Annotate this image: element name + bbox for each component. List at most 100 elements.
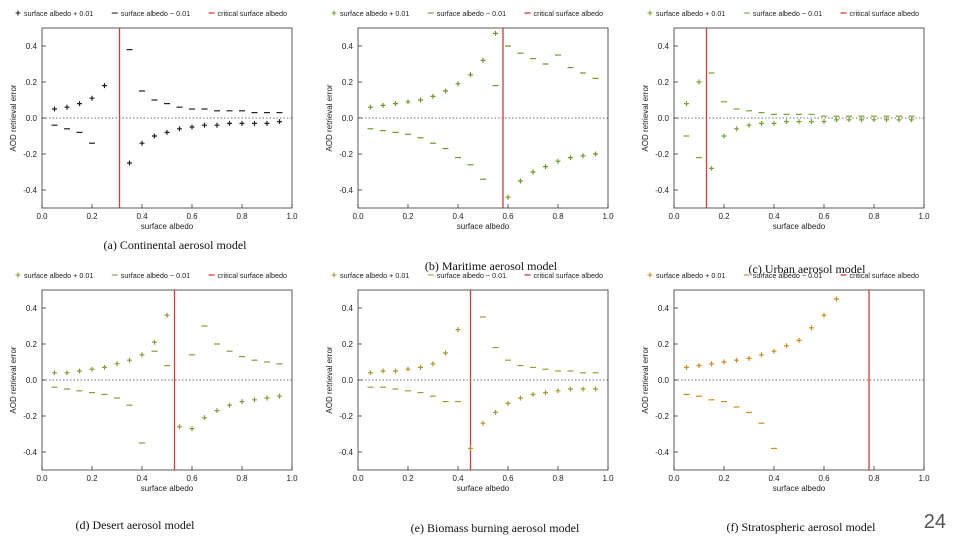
legend-label: critical surface albedo xyxy=(534,271,604,280)
x-axis-label: surface albedo xyxy=(773,484,826,493)
data-point-plus xyxy=(684,101,689,107)
y-tick-label: -0.2 xyxy=(23,412,37,421)
y-tick-label: 0.4 xyxy=(658,304,670,313)
data-point-plus xyxy=(252,397,257,403)
data-point-plus xyxy=(796,119,802,125)
y-axis-label: AOD retrieval error xyxy=(641,346,650,413)
data-point-plus xyxy=(784,119,789,125)
data-point-plus xyxy=(568,386,573,392)
y-tick-label: 0.0 xyxy=(342,114,354,123)
x-axis-label: surface albedo xyxy=(141,484,194,493)
data-point-plus xyxy=(809,325,814,331)
y-tick-label: 0.0 xyxy=(26,376,38,385)
y-tick-label: 0.2 xyxy=(658,340,670,349)
legend-label: surface albedo − 0.01 xyxy=(753,271,822,280)
y-tick-label: 0.2 xyxy=(342,340,354,349)
legend-label: critical surface albedo xyxy=(850,9,920,18)
x-tick-label: 0.0 xyxy=(668,212,680,221)
y-tick-label: 0.4 xyxy=(658,42,670,51)
x-tick-label: 0.8 xyxy=(552,212,564,221)
data-point-plus xyxy=(264,120,270,126)
data-point-plus xyxy=(189,426,195,432)
data-point-plus xyxy=(821,312,827,318)
data-point-plus xyxy=(89,366,95,372)
data-point-plus xyxy=(277,393,282,399)
data-point-plus xyxy=(102,364,107,370)
data-point-plus xyxy=(530,169,536,175)
panel-e-chart: 0.0 0.2 0.4 0.6 0.8 1.0-0.4-0.20.00.20.4surfa… xyxy=(325,271,614,493)
data-point-plus xyxy=(393,101,398,107)
data-point-plus xyxy=(696,79,702,85)
data-point-plus xyxy=(202,122,207,128)
x-tick-label: 0.8 xyxy=(236,474,248,483)
plot-frame xyxy=(673,289,925,471)
y-tick-label: 0.4 xyxy=(26,304,38,313)
data-point-plus xyxy=(152,133,157,139)
data-point-plus xyxy=(593,151,598,157)
data-point-plus xyxy=(64,104,70,110)
data-point-plus xyxy=(759,120,764,126)
data-point-plus xyxy=(202,415,207,421)
data-point-plus xyxy=(859,117,864,123)
data-point-plus xyxy=(393,368,398,374)
legend-plus-marker xyxy=(15,10,21,16)
data-point-plus xyxy=(139,140,145,146)
y-tick-label: 0.0 xyxy=(26,114,38,123)
data-point-plus xyxy=(380,102,386,108)
x-tick-label: 0.2 xyxy=(402,212,414,221)
data-point-plus xyxy=(264,395,270,401)
panel-e-caption: (e) Biomass burning aerosol model xyxy=(410,521,580,535)
x-tick-label: 0.0 xyxy=(36,474,48,483)
x-axis-label: surface albedo xyxy=(457,222,510,231)
legend-label: surface albedo + 0.01 xyxy=(340,9,409,18)
data-point-plus xyxy=(784,343,789,349)
y-axis-label: AOD retrieval error xyxy=(9,84,18,151)
data-point-plus xyxy=(277,119,282,125)
panel-b-chart: 0.0 0.2 0.4 0.6 0.8 1.0-0.4-0.20.00.20.4surfa… xyxy=(325,9,614,231)
y-tick-label: 0.4 xyxy=(342,42,354,51)
data-point-plus xyxy=(164,129,170,135)
plot-frame xyxy=(41,27,293,209)
y-tick-label: 0.2 xyxy=(26,340,38,349)
data-point-plus xyxy=(227,402,232,408)
data-point-plus xyxy=(480,420,486,426)
y-tick-label: 0.0 xyxy=(342,376,354,385)
legend-label: surface albedo + 0.01 xyxy=(656,271,725,280)
data-point-plus xyxy=(64,370,70,376)
y-tick-label: -0.2 xyxy=(23,150,37,159)
data-point-plus xyxy=(909,117,914,123)
data-point-plus xyxy=(896,117,902,123)
data-point-plus xyxy=(580,153,586,159)
y-axis-label: AOD retrieval error xyxy=(641,84,650,151)
data-point-plus xyxy=(252,120,257,126)
data-point-plus xyxy=(555,388,561,394)
data-point-plus xyxy=(684,364,689,370)
x-tick-label: 0.4 xyxy=(452,474,464,483)
data-point-plus xyxy=(77,101,82,107)
legend: surface albedo + 0.01 surface albedo − 0.… xyxy=(647,271,919,280)
y-tick-label: 0.4 xyxy=(26,42,38,51)
x-axis-label: surface albedo xyxy=(141,222,194,231)
x-tick-label: 1.0 xyxy=(918,474,930,483)
data-point-plus xyxy=(734,126,739,132)
data-point-plus xyxy=(114,361,120,367)
data-point-plus xyxy=(505,400,511,406)
x-tick-label: 0.6 xyxy=(818,474,830,483)
y-tick-label: 0.0 xyxy=(658,376,670,385)
data-point-plus xyxy=(164,312,170,318)
x-tick-label: 0.0 xyxy=(352,212,364,221)
x-tick-label: 1.0 xyxy=(918,212,930,221)
data-point-plus xyxy=(834,296,839,302)
legend-plus-marker xyxy=(331,10,337,16)
data-point-plus xyxy=(834,117,839,123)
legend-label: critical surface albedo xyxy=(218,271,288,280)
data-point-plus xyxy=(746,355,752,361)
x-tick-label: 0.6 xyxy=(186,212,198,221)
legend-label: critical surface albedo xyxy=(218,9,288,18)
x-tick-label: 0.6 xyxy=(186,474,198,483)
legend: surface albedo + 0.01 surface albedo − 0.… xyxy=(15,271,288,280)
legend-label: surface albedo − 0.01 xyxy=(437,9,506,18)
legend: surface albedo + 0.01 surface albedo − 0.… xyxy=(331,271,604,280)
x-tick-label: 0.2 xyxy=(718,474,730,483)
data-point-plus xyxy=(543,164,548,170)
